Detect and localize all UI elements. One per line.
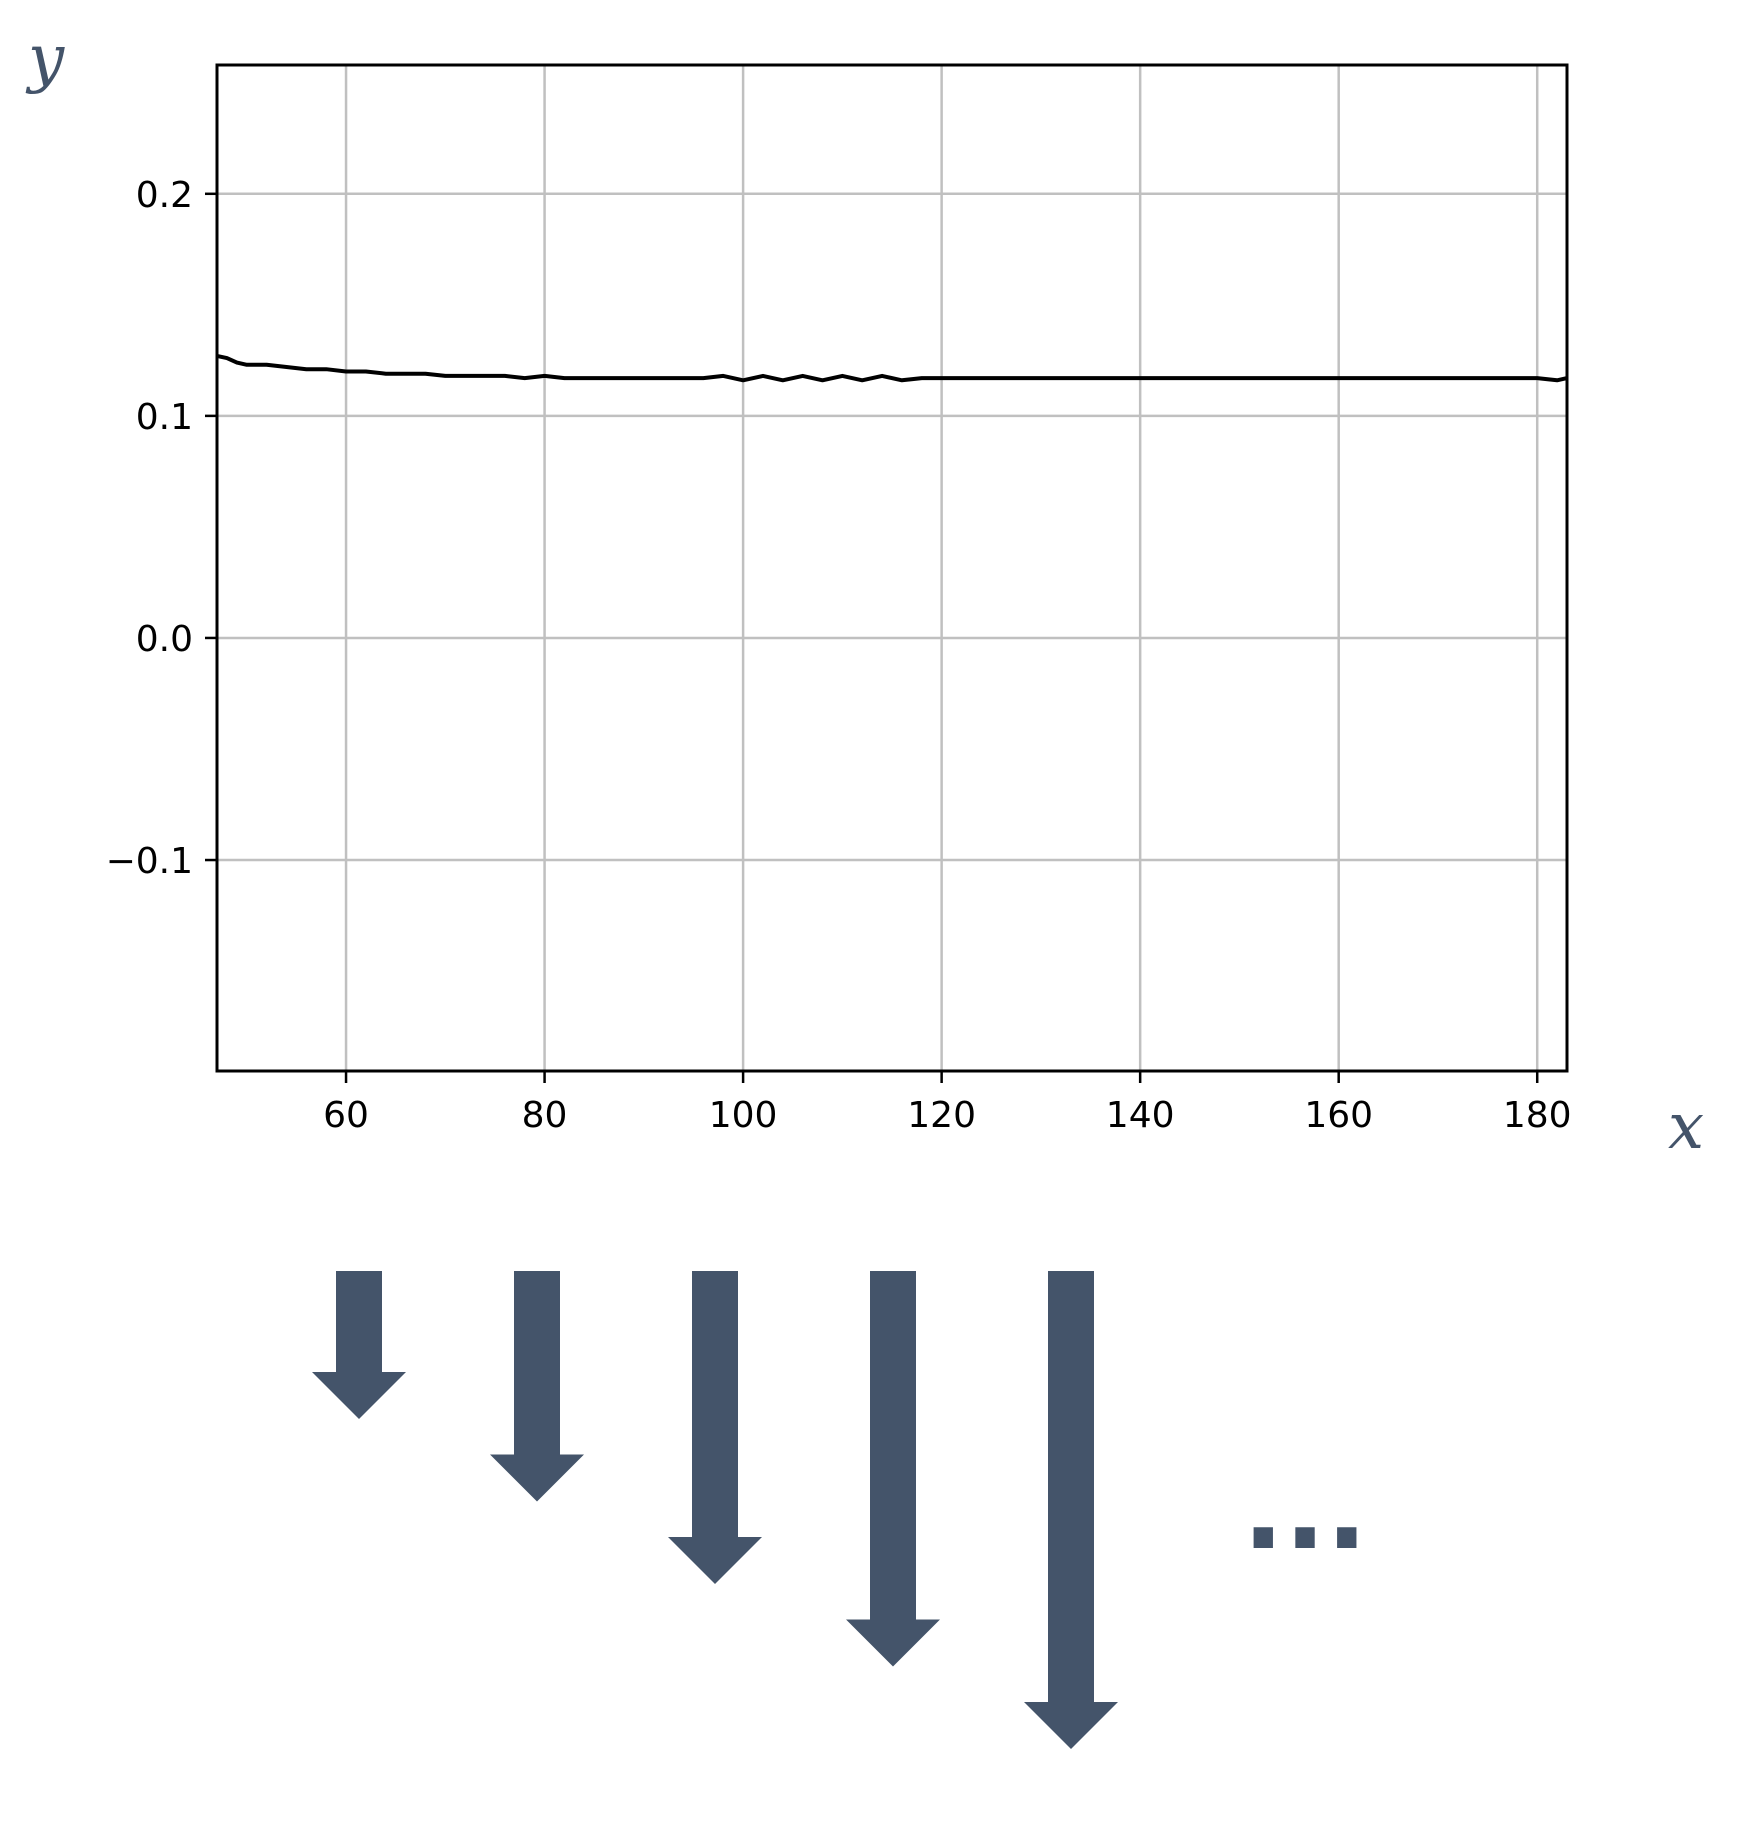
y-axis-variable: y bbox=[25, 22, 65, 96]
y-tick-label: 0.0 bbox=[136, 619, 193, 660]
down-arrow-icon bbox=[490, 1271, 584, 1502]
x-tick-label: 160 bbox=[1304, 1095, 1373, 1136]
down-arrow-icon bbox=[1024, 1271, 1118, 1749]
grid-lines bbox=[217, 65, 1567, 1071]
down-arrow-icon bbox=[846, 1271, 940, 1667]
data-series bbox=[216, 353, 1568, 383]
y-tick-label: 0.1 bbox=[136, 397, 193, 438]
continuation-dots: ... bbox=[1242, 1446, 1367, 1574]
arrows-group bbox=[312, 1271, 1118, 1749]
x-axis-ticks: 60 80 100 120 140 160 180 bbox=[323, 1071, 1572, 1136]
x-tick-label: 180 bbox=[1503, 1095, 1572, 1136]
x-tick-label: 60 bbox=[323, 1095, 369, 1136]
x-tick-label: 120 bbox=[907, 1095, 976, 1136]
x-axis-variable: x bbox=[1668, 1090, 1704, 1164]
down-arrow-icon bbox=[312, 1271, 406, 1419]
plot-frame bbox=[215, 63, 1569, 1073]
x-tick-label: 140 bbox=[1106, 1095, 1175, 1136]
y-tick-label: 0.2 bbox=[136, 175, 193, 216]
x-tick-label: 80 bbox=[522, 1095, 568, 1136]
x-tick-label: 100 bbox=[709, 1095, 778, 1136]
down-arrow-icon bbox=[668, 1271, 762, 1584]
series-line bbox=[216, 353, 1568, 383]
y-tick-label: −0.1 bbox=[106, 841, 193, 882]
y-axis-ticks: 0.2 0.1 0.0 −0.1 bbox=[106, 175, 217, 882]
